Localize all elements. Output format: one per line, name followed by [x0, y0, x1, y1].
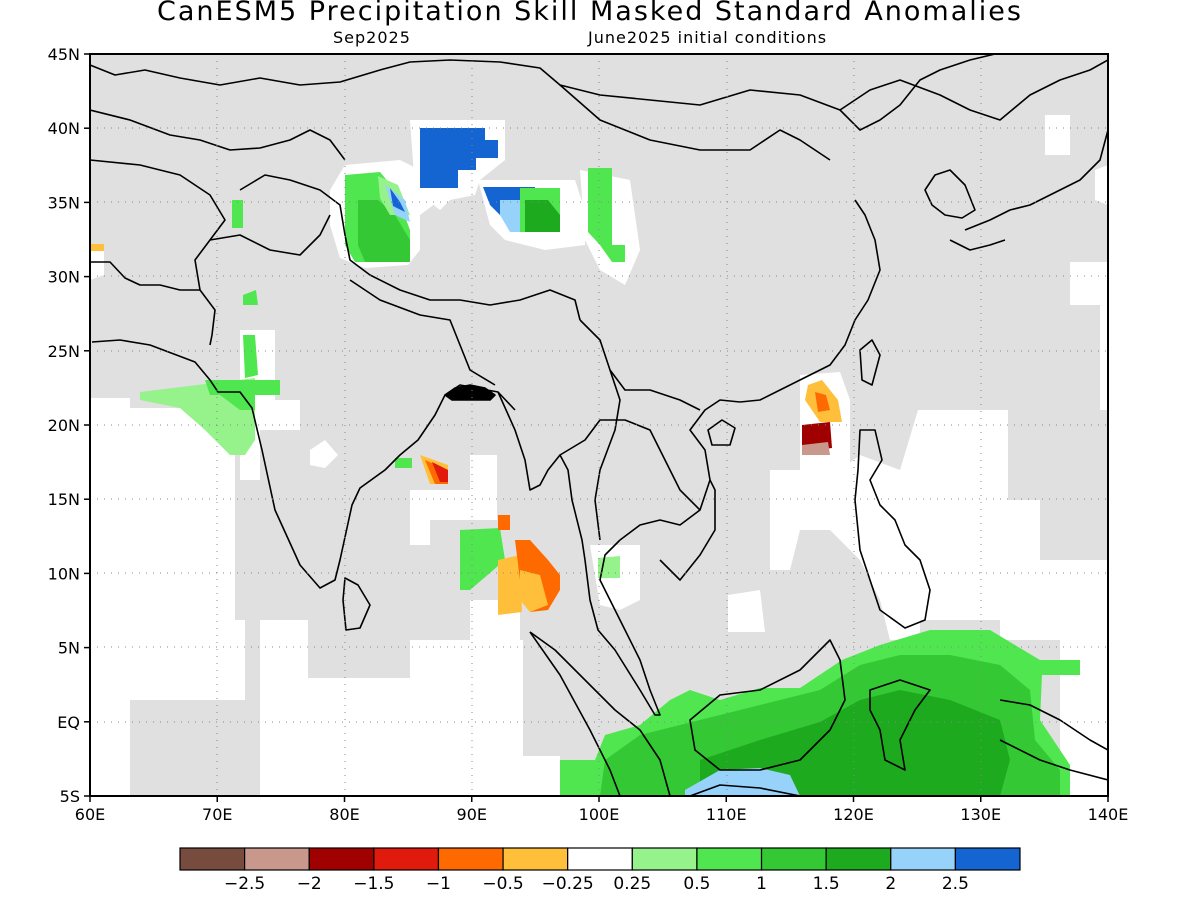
colorbar-label: −0.5 — [482, 874, 523, 894]
colorbar-label: 2.5 — [942, 874, 969, 894]
lon-tick-label: 140E — [1088, 805, 1129, 824]
colorbar-swatch — [244, 847, 310, 871]
lon-tick-label: 80E — [329, 805, 359, 824]
lat-tick-label: 5S — [60, 787, 80, 806]
colorbar-swatch — [760, 847, 827, 871]
colorbar-swatch — [696, 847, 763, 871]
lon-tick-label: 120E — [833, 805, 874, 824]
lon-tick-label: 110E — [706, 805, 747, 824]
colorbar-swatch — [567, 847, 633, 871]
lat-tick-label: 20N — [48, 416, 80, 435]
lon-tick-label: 130E — [960, 805, 1001, 824]
colorbar-label: 0.25 — [613, 874, 651, 894]
lat-tick-label: EQ — [57, 713, 80, 732]
lon-tick-label: 70E — [202, 805, 232, 824]
colorbar-label: −2 — [297, 874, 322, 894]
colorbar-label: −0.25 — [542, 874, 594, 894]
negative-anomalies — [90, 244, 842, 615]
colorbar-label: 2 — [885, 874, 896, 894]
lat-tick-label: 35N — [48, 193, 80, 212]
colorbar-swatch — [954, 847, 1021, 871]
colorbar-swatch — [502, 847, 569, 871]
lat-tick-label: 30N — [48, 268, 80, 287]
lat-tick-label: 5N — [58, 639, 80, 658]
lon-tick-label: 60E — [75, 805, 105, 824]
coastlines-borders — [90, 54, 1108, 796]
latitude-axis: 5S EQ 5N 10N 15N 20N 25N 30N 35N 40N 45N — [48, 45, 90, 806]
chart-title: CanESM5 Precipitation Skill Masked Stand… — [157, 0, 1023, 27]
lat-tick-label: 40N — [48, 119, 80, 138]
colorbar-label: 0.5 — [683, 874, 710, 894]
lat-tick-label: 10N — [48, 564, 80, 583]
colorbar-label: 1.5 — [813, 874, 840, 894]
forecast-month: Sep2025 — [333, 28, 411, 47]
lon-tick-label: 100E — [579, 805, 620, 824]
graticule — [90, 54, 1108, 796]
colorbar-swatch — [437, 847, 504, 871]
longitude-axis: 60E 70E 80E 90E 100E 110E 120E 130E 140E — [75, 796, 1129, 824]
colorbar-swatch — [890, 847, 956, 871]
colorbar-label: −2.5 — [224, 874, 265, 894]
lat-tick-label: 45N — [48, 45, 80, 64]
lon-tick-label: 90E — [457, 805, 487, 824]
colorbar: −2.5 −2 −1.5 −1 −0.5 −0.25 0.25 0.5 1 1.5 2 2.5 — [179, 847, 1021, 894]
colorbar-swatch — [373, 847, 440, 871]
initial-conditions: June2025 initial conditions — [588, 28, 828, 47]
lat-tick-label: 25N — [48, 342, 80, 361]
colorbar-label: −1 — [426, 874, 451, 894]
colorbar-swatch — [179, 847, 246, 871]
colorbar-swatch — [308, 847, 375, 871]
colorbar-swatch — [825, 847, 892, 871]
colorbar-swatch — [631, 847, 698, 871]
colorbar-label: −1.5 — [353, 874, 394, 894]
lat-tick-label: 15N — [48, 490, 80, 509]
map-area — [90, 54, 1108, 796]
colorbar-label: 1 — [756, 874, 767, 894]
positive-anomalies — [140, 128, 1080, 796]
